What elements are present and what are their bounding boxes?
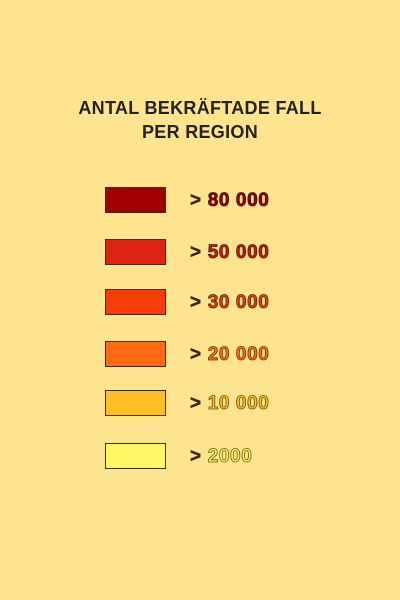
legend-item: >20 000 — [0, 341, 400, 371]
legend-title: ANTAL BEKRÄFTADE FALL PER REGION — [0, 96, 400, 144]
greater-than-symbol: > — [190, 393, 202, 414]
legend-item: >2000 — [0, 443, 400, 473]
legend-range-value: 50 000 — [207, 242, 270, 264]
legend-range-value: 80 000 — [207, 190, 270, 212]
legend-range-label: >80 000 — [190, 188, 269, 214]
greater-than-symbol: > — [190, 344, 202, 365]
legend-title-line-2: PER REGION — [141, 122, 259, 142]
legend-item: >10 000 — [0, 390, 400, 420]
legend-item: >50 000 — [0, 239, 400, 269]
greater-than-symbol: > — [190, 446, 202, 467]
greater-than-symbol: > — [190, 190, 202, 211]
legend-range-label: >20 000 — [190, 342, 269, 368]
greater-than-symbol: > — [190, 242, 202, 263]
legend-item: >30 000 — [0, 289, 400, 319]
legend-swatch — [105, 443, 166, 469]
legend-range-label: >10 000 — [190, 391, 269, 417]
legend-range-value: 20 000 — [207, 344, 270, 366]
legend-swatch — [105, 289, 166, 315]
legend-range-value: 2000 — [207, 446, 253, 468]
legend-range-value: 30 000 — [207, 292, 270, 314]
legend-range-label: >50 000 — [190, 240, 269, 266]
legend-range-label: >30 000 — [190, 290, 269, 316]
legend-swatch — [105, 341, 166, 367]
legend-range-value: 10 000 — [207, 393, 270, 415]
greater-than-symbol: > — [190, 292, 202, 313]
legend-swatch — [105, 390, 166, 416]
legend-range-label: >2000 — [190, 444, 252, 470]
legend-swatch — [105, 187, 166, 213]
legend-item: >80 000 — [0, 187, 400, 217]
legend-swatch — [105, 239, 166, 265]
legend-title-line-1: ANTAL BEKRÄFTADE FALL — [78, 98, 322, 118]
